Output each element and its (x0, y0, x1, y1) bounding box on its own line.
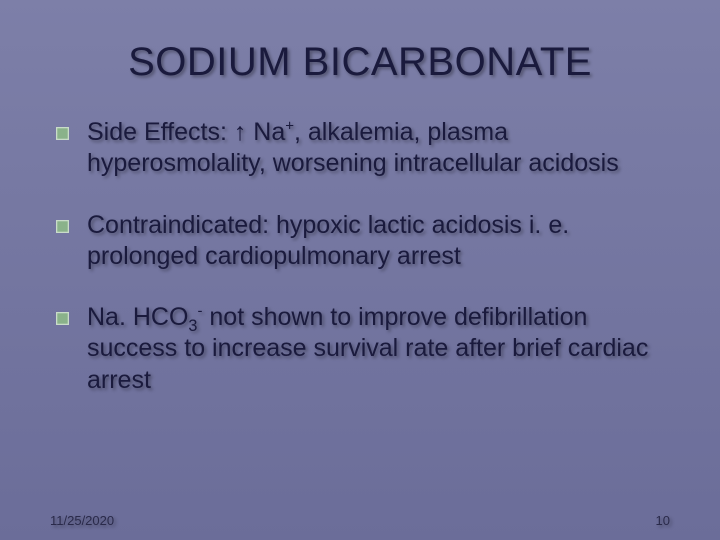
list-item: Contraindicated: hypoxic lactic acidosis… (56, 210, 664, 273)
bullet-prefix: Contraindicated: hypoxic lactic acidosis… (87, 211, 569, 270)
slide: SODIUM BICARBONATE Side Effects: ↑ Na+, … (0, 0, 720, 540)
bullet-text: Side Effects: ↑ Na+, alkalemia, plasma h… (87, 117, 664, 180)
bullet-prefix: Side Effects: (87, 118, 234, 146)
list-item: Side Effects: ↑ Na+, alkalemia, plasma h… (56, 117, 664, 180)
slide-title: SODIUM BICARBONATE (50, 40, 670, 85)
bullet-list: Side Effects: ↑ Na+, alkalemia, plasma h… (50, 117, 670, 396)
square-bullet-icon (56, 127, 69, 140)
list-item: Na. HCO3- not shown to improve defibrill… (56, 302, 664, 396)
slide-footer: 11/25/2020 10 (0, 513, 720, 528)
square-bullet-icon (56, 220, 69, 233)
up-arrow-icon: ↑ (234, 118, 247, 146)
square-bullet-icon (56, 312, 69, 325)
footer-date: 11/25/2020 (50, 513, 114, 528)
bullet-prefix: Na. HCO (87, 303, 188, 331)
bullet-text: Na. HCO3- not shown to improve defibrill… (87, 302, 664, 396)
bullet-text: Contraindicated: hypoxic lactic acidosis… (87, 210, 664, 273)
footer-page-number: 10 (656, 513, 670, 528)
